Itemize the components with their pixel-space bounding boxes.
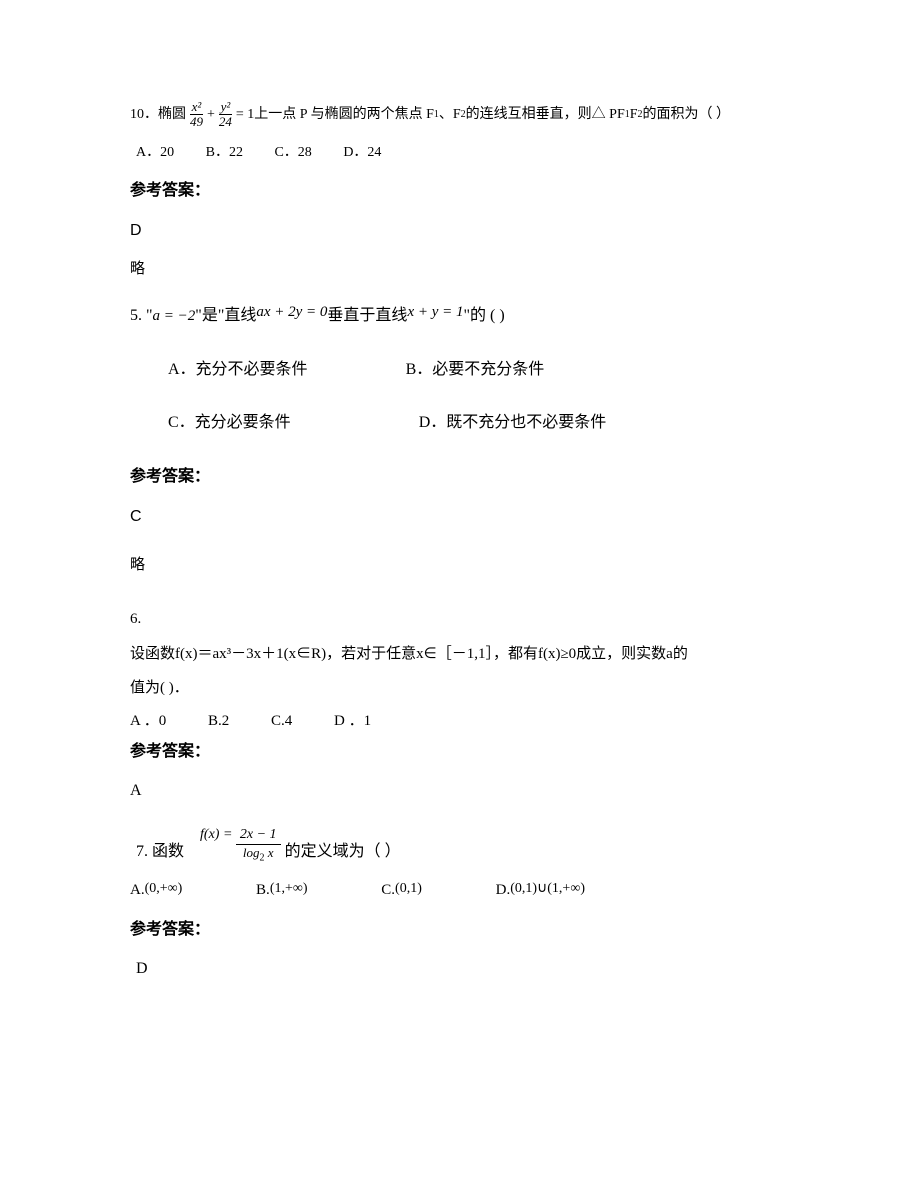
q7-frac-num: 2x − 1 [236,827,281,845]
q5-options-row-2: C．充分必要条件 D．既不充分也不必要条件 [168,410,790,436]
log-text: log [243,845,260,860]
q7-function: f(x) = 2x − 1 log2 x [200,824,281,864]
q7-opt-a: A.(0,+∞) [130,878,182,902]
question-7-stem: 7. 函数 f(x) = 2x − 1 log2 x 的定义域为（ ） [130,824,790,864]
frac-num: x² [190,100,204,115]
q10-text-1: = 1上一点 P 与椭圆的两个焦点 F [236,104,434,126]
q10-text-5: 的面积为（ ） [643,104,731,126]
q10-opt-b: B．22 [206,145,243,160]
frac-num: y² [219,100,233,115]
reference-answer-label: 参考答案： [130,917,790,943]
q5-opt-a: A．充分不必要条件 [168,357,308,383]
q5-options-row-1: A．充分不必要条件 B．必要不充分条件 [168,357,790,383]
opt-label: C. [381,878,395,902]
q6-opt-b: B.2 [208,713,229,729]
q5-eq1: a = −2 [153,304,196,328]
q6-line2: 值为( )． [130,674,790,703]
q10-text-3: 的连线互相垂直，则△ PF [466,104,625,126]
fraction-x2-49: x² 49 [188,100,205,130]
opt-label: A. [130,878,145,902]
q10-text-4: F [630,104,638,126]
question-10-stem: 10．椭圆 x² 49 + y² 24 = 1上一点 P 与椭圆的两个焦点 F1… [130,100,790,130]
log-arg: x [265,845,274,860]
q7-lhs: f(x) = [200,827,232,842]
q6-answer: A [130,778,790,804]
q6-number: 6. [130,605,790,634]
frac-den: 24 [217,115,234,129]
q10-text-2: 、F [439,104,461,126]
q10-answer: D [130,218,790,244]
q7-prefix: 7. 函数 [130,839,184,865]
q7-opt-b: B.(1,+∞) [256,878,307,902]
q5-opt-d: D．既不充分也不必要条件 [419,410,607,436]
q7-answer: D [130,956,790,982]
q7-options: A.(0,+∞) B.(1,+∞) C.(0,1) D.(0,1)∪(1,+∞) [130,878,790,902]
opt-value: (0,1)∪(1,+∞) [510,878,585,900]
omitted-text: 略 [130,553,790,577]
opt-value: (0,+∞) [145,878,183,900]
q5-suffix: "的 ( ) [464,303,505,329]
q7-frac-den: log2 x [239,845,278,865]
q7-func-row: f(x) = 2x − 1 log2 x [200,824,281,864]
reference-answer-label: 参考答案： [130,739,790,765]
fraction-y2-24: y² 24 [217,100,234,130]
q7-fraction: 2x − 1 log2 x [236,827,281,864]
reference-answer-label: 参考答案： [130,178,790,204]
opt-label: D. [496,878,511,902]
q7-opt-d: D.(0,1)∪(1,+∞) [496,878,585,902]
q6-line1: 设函数f(x)＝ax³－3x＋1(x∈R)，若对于任意x∈［－1,1］，都有f(… [130,640,790,669]
q6-opt-d: D ．1 [334,713,371,729]
q5-opt-c: C．充分必要条件 [168,410,291,436]
omitted-text: 略 [130,257,790,281]
q5-answer: C [130,504,790,530]
q5-mid1: "是"直线 [195,303,256,329]
q7-suffix: 的定义域为（ ） [285,839,401,865]
q7-opt-c: C.(0,1) [381,878,422,902]
q10-opt-d: D．24 [343,145,381,160]
frac-den: 49 [188,115,205,129]
q5-prefix: 5. " [130,303,153,329]
q5-opt-b: B．必要不充分条件 [406,357,545,383]
opt-value: (1,+∞) [270,878,308,900]
q6-opt-c: C.4 [271,713,292,729]
q10-options: A．20 B．22 C．28 D．24 [130,142,790,164]
reference-answer-label: 参考答案： [130,464,790,490]
q5-eq3: x + y = 1 [407,300,463,324]
question-5-stem: 5. " a = −2 "是"直线 ax + 2y = 0 垂直于直线 x + … [130,303,790,329]
q5-mid2: 垂直于直线 [327,303,407,329]
plus-sign: + [207,104,215,126]
q10-prefix: 10．椭圆 [130,104,186,126]
opt-label: B. [256,878,270,902]
q10-opt-a: A．20 [136,145,174,160]
opt-value: (0,1) [395,878,422,900]
q6-opt-a: A ．0 [130,713,166,729]
q6-options: A ．0 B.2 C.4 D ．1 [130,709,790,733]
q10-opt-c: C．28 [274,145,311,160]
q5-options: A．充分不必要条件 B．必要不充分条件 C．充分必要条件 D．既不充分也不必要条… [130,357,790,436]
q5-eq2: ax + 2y = 0 [256,300,327,324]
